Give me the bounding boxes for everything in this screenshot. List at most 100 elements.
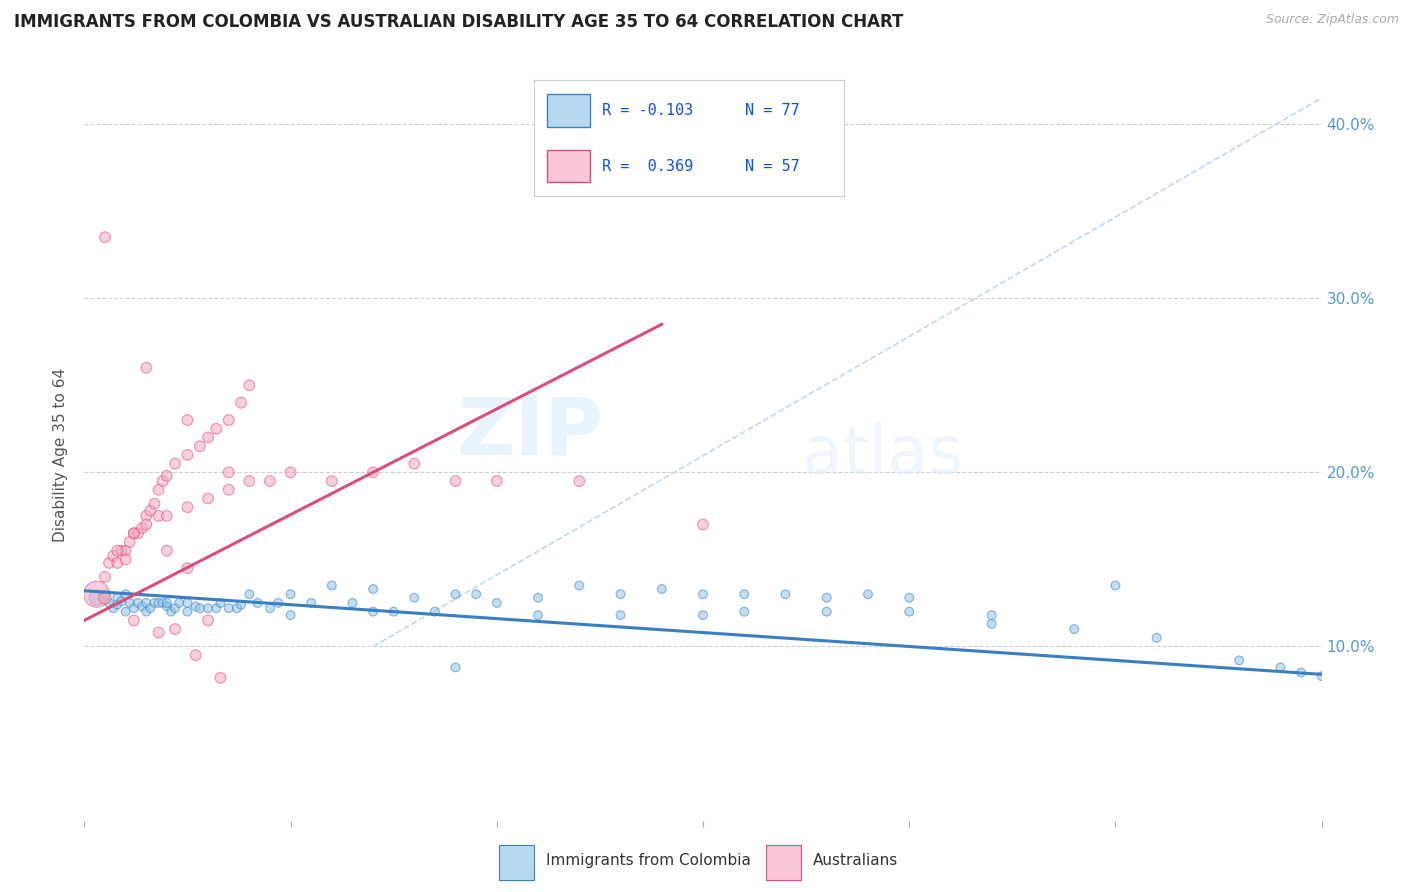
- Point: [692, 587, 714, 601]
- Point: [135, 596, 157, 610]
- Point: [156, 599, 179, 614]
- Point: [114, 605, 136, 619]
- Point: [229, 395, 252, 409]
- Y-axis label: Disability Age 35 to 64: Disability Age 35 to 64: [53, 368, 69, 542]
- Point: [176, 448, 198, 462]
- Point: [898, 591, 921, 605]
- Text: Australians: Australians: [813, 854, 898, 868]
- Point: [238, 474, 260, 488]
- Point: [135, 517, 157, 532]
- Point: [139, 601, 162, 615]
- Point: [131, 521, 153, 535]
- Point: [444, 587, 467, 601]
- Point: [135, 605, 157, 619]
- Text: R =  0.369: R = 0.369: [602, 159, 693, 174]
- Point: [898, 605, 921, 619]
- Point: [651, 582, 673, 596]
- Point: [485, 596, 508, 610]
- Bar: [499, 846, 534, 880]
- Point: [86, 591, 108, 605]
- Point: [127, 596, 149, 610]
- Point: [280, 466, 302, 480]
- Point: [152, 474, 174, 488]
- Point: [218, 466, 240, 480]
- Point: [609, 587, 631, 601]
- Point: [118, 535, 141, 549]
- Point: [205, 601, 228, 615]
- Point: [1310, 669, 1333, 683]
- Point: [321, 474, 343, 488]
- Point: [1270, 660, 1292, 674]
- Point: [148, 508, 170, 523]
- Point: [1146, 631, 1168, 645]
- Point: [143, 497, 166, 511]
- Point: [122, 526, 145, 541]
- Point: [1227, 653, 1250, 667]
- Point: [139, 503, 162, 517]
- Point: [238, 378, 260, 392]
- Point: [94, 587, 117, 601]
- Point: [156, 468, 179, 483]
- Point: [465, 587, 488, 601]
- Point: [218, 601, 240, 615]
- Point: [267, 596, 290, 610]
- Point: [184, 599, 207, 614]
- Text: IMMIGRANTS FROM COLOMBIA VS AUSTRALIAN DISABILITY AGE 35 TO 64 CORRELATION CHART: IMMIGRANTS FROM COLOMBIA VS AUSTRALIAN D…: [14, 13, 904, 31]
- Point: [568, 474, 591, 488]
- Point: [135, 508, 157, 523]
- Point: [127, 526, 149, 541]
- Point: [299, 596, 322, 610]
- Point: [176, 605, 198, 619]
- Point: [98, 556, 121, 570]
- Point: [156, 596, 179, 610]
- Point: [815, 591, 838, 605]
- Point: [280, 608, 302, 623]
- Bar: [766, 846, 801, 880]
- Text: R = -0.103: R = -0.103: [602, 103, 693, 118]
- Point: [176, 596, 198, 610]
- Point: [105, 591, 128, 605]
- Point: [404, 457, 426, 471]
- Point: [775, 587, 797, 601]
- Text: N = 57: N = 57: [745, 159, 800, 174]
- Point: [238, 587, 260, 601]
- Point: [143, 596, 166, 610]
- Point: [160, 605, 183, 619]
- Point: [188, 601, 211, 615]
- Point: [176, 413, 198, 427]
- Point: [103, 549, 125, 563]
- Point: [110, 543, 132, 558]
- Point: [122, 613, 145, 627]
- Point: [1063, 622, 1085, 636]
- Point: [218, 483, 240, 497]
- Point: [321, 578, 343, 592]
- Point: [152, 596, 174, 610]
- Point: [156, 543, 179, 558]
- Point: [733, 587, 755, 601]
- Text: N = 77: N = 77: [745, 103, 800, 118]
- Point: [692, 517, 714, 532]
- Point: [197, 491, 219, 506]
- Point: [156, 508, 179, 523]
- Point: [226, 601, 249, 615]
- Bar: [547, 95, 591, 127]
- Point: [105, 598, 128, 612]
- Point: [527, 591, 550, 605]
- Point: [114, 543, 136, 558]
- Point: [280, 587, 302, 601]
- Point: [135, 360, 157, 375]
- Point: [423, 605, 446, 619]
- Point: [361, 466, 384, 480]
- Point: [176, 500, 198, 515]
- Point: [148, 483, 170, 497]
- Point: [246, 596, 269, 610]
- Text: Immigrants from Colombia: Immigrants from Colombia: [546, 854, 751, 868]
- Point: [361, 605, 384, 619]
- Point: [856, 587, 879, 601]
- Point: [1104, 578, 1126, 592]
- Point: [980, 608, 1002, 623]
- Point: [980, 616, 1002, 631]
- Point: [733, 605, 755, 619]
- Point: [148, 596, 170, 610]
- Point: [205, 422, 228, 436]
